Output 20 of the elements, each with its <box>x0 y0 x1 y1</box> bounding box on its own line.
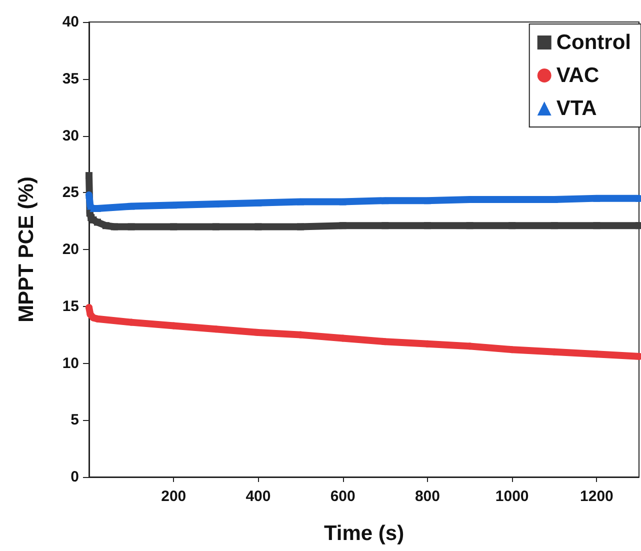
y-tick-label: 0 <box>70 468 79 486</box>
x-tick-label: 600 <box>330 488 356 505</box>
y-axis-title: MPPT PCE (%) <box>15 176 38 322</box>
y-tick-label: 35 <box>62 70 79 88</box>
y-tick-label: 5 <box>70 412 79 429</box>
y-tick-label: 10 <box>62 354 79 372</box>
x-tick-label: 400 <box>246 488 271 505</box>
y-tick-label: 40 <box>62 14 79 30</box>
y-tick-label: 30 <box>62 127 79 144</box>
x-tick-label: 800 <box>414 488 440 505</box>
x-tick-label: 200 <box>161 488 186 505</box>
legend-label: VAC <box>556 64 600 87</box>
y-tick-label: 25 <box>62 184 79 202</box>
legend-label: VTA <box>556 97 597 120</box>
x-axis-title: Time (s) <box>324 522 404 545</box>
y-tick-label: 20 <box>62 241 79 258</box>
x-tick-label: 1200 <box>580 488 614 505</box>
y-tick-label: 15 <box>62 298 79 315</box>
legend-label: Control <box>556 31 632 54</box>
x-tick-label: 1000 <box>495 488 529 505</box>
